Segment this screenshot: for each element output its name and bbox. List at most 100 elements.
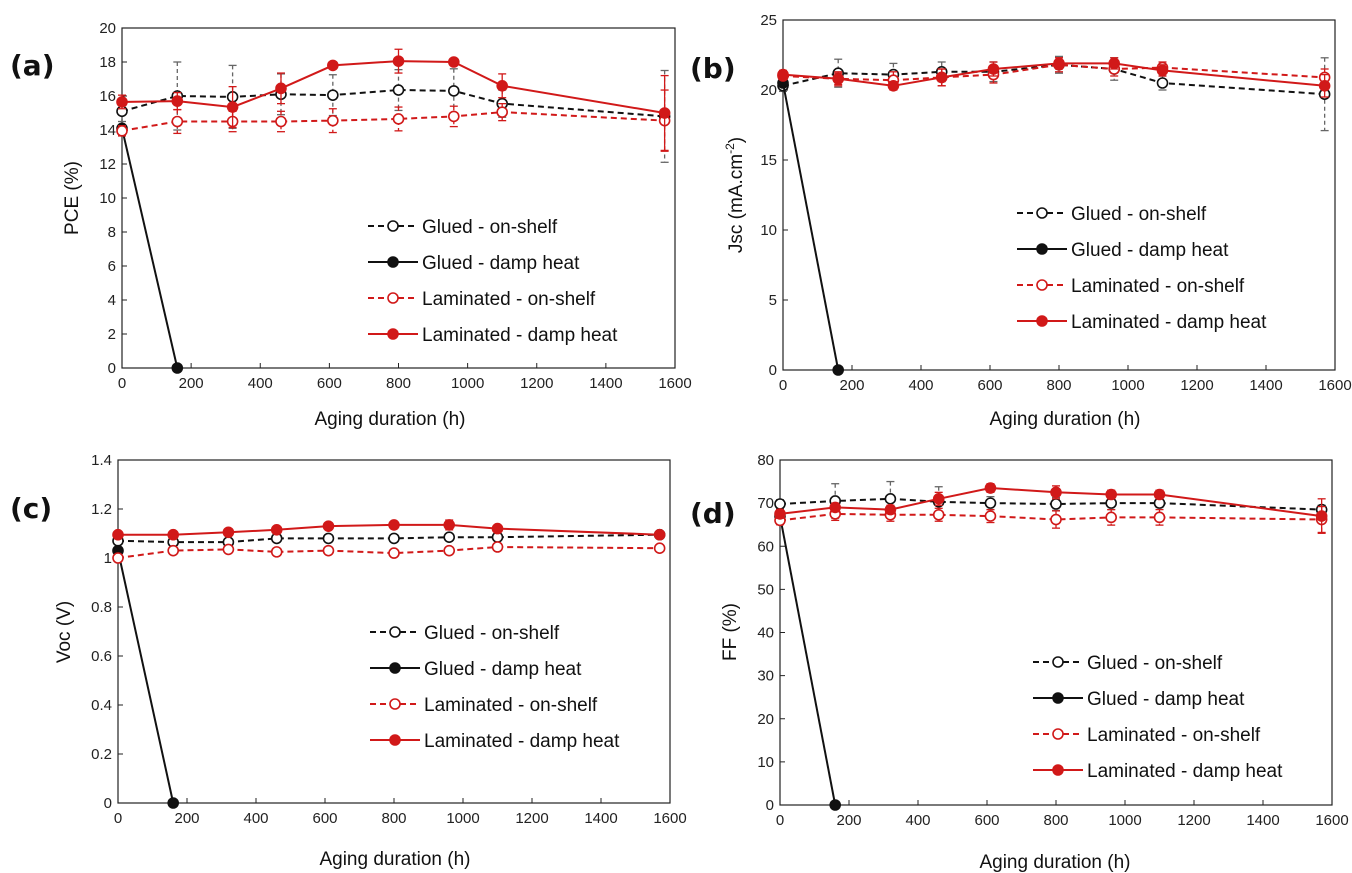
data-point xyxy=(222,526,235,539)
y-tick-label: 0.8 xyxy=(91,599,112,616)
data-point xyxy=(275,82,287,95)
panel-label: (a) xyxy=(10,49,55,82)
legend-marker xyxy=(1036,243,1048,255)
legend-marker xyxy=(1052,728,1064,740)
y-tick-label: 10 xyxy=(757,754,774,771)
series-line xyxy=(121,128,179,369)
x-axis-title: Aging duration (h) xyxy=(989,409,1140,430)
y-tick-label: 1.4 xyxy=(91,452,112,469)
data-point xyxy=(1105,488,1117,501)
x-tick-label: 1200 xyxy=(1180,377,1213,394)
data-point xyxy=(932,493,945,505)
y-axis-title-main: PCE (%) xyxy=(62,161,83,235)
series-3 xyxy=(777,57,1331,98)
y-tick-label: 0.6 xyxy=(91,648,112,665)
series-1 xyxy=(112,544,179,809)
data-point xyxy=(829,501,842,514)
data-point xyxy=(774,498,786,510)
legend-label: Glued - damp heat xyxy=(424,659,582,680)
data-point xyxy=(171,362,184,374)
y-tick-label: 70 xyxy=(757,495,774,512)
data-point xyxy=(167,544,179,557)
y-tick-label: 16 xyxy=(99,88,116,105)
x-tick-label: 1200 xyxy=(520,375,553,392)
x-tick-label: 1000 xyxy=(446,810,479,827)
x-tick-label: 1400 xyxy=(1246,812,1279,829)
data-point xyxy=(777,68,789,81)
data-point xyxy=(443,519,456,531)
x-tick-label: 400 xyxy=(243,810,268,827)
data-point xyxy=(491,541,504,553)
data-point xyxy=(984,497,997,509)
y-axis-title: Voc (V) xyxy=(54,601,75,663)
data-point xyxy=(829,799,842,811)
legend-label: Laminated - damp heat xyxy=(1087,761,1283,782)
y-tick-label: 0.2 xyxy=(91,746,112,763)
y-tick-label: 12 xyxy=(99,156,116,173)
legend-marker xyxy=(387,328,399,340)
y-tick-label: 10 xyxy=(760,222,777,239)
data-point xyxy=(322,520,335,532)
legend-label: Laminated - on-shelf xyxy=(1071,276,1245,297)
legend-label: Laminated - damp heat xyxy=(422,325,618,346)
x-tick-label: 200 xyxy=(836,812,861,829)
y-tick-label: 14 xyxy=(99,122,116,139)
y-tick-label: 50 xyxy=(757,581,774,598)
data-point xyxy=(832,364,845,376)
data-point xyxy=(1153,511,1166,524)
legend-label: Laminated - on-shelf xyxy=(1087,725,1261,746)
chart-panel-c: 0 0.2 0.4 0.6 0.8 1 1.2 1.4 0 200 400 600 800 1000 120… xyxy=(10,452,687,870)
y-tick-label: 80 xyxy=(757,452,774,469)
data-point xyxy=(1315,510,1328,522)
legend-label: Glued - on-shelf xyxy=(1071,204,1207,225)
data-point xyxy=(443,531,456,543)
y-axis-title-tail: ) xyxy=(726,137,747,143)
legend-marker xyxy=(387,292,399,304)
legend-label: Glued - on-shelf xyxy=(1087,653,1223,674)
y-tick-label: 15 xyxy=(760,152,777,169)
legend-marker xyxy=(387,220,399,232)
series-line xyxy=(121,60,665,114)
legend: Glued - on-shelf Glued - damp heat Laminat… xyxy=(368,217,618,346)
y-tick-label: 20 xyxy=(760,82,777,99)
data-point xyxy=(491,522,504,535)
x-tick-label: 0 xyxy=(114,810,122,827)
panel-label: (d) xyxy=(690,497,736,530)
legend-label: Glued - on-shelf xyxy=(424,623,560,644)
data-point xyxy=(1050,513,1062,526)
data-point xyxy=(1318,80,1331,92)
x-tick-label: 0 xyxy=(118,375,126,392)
data-point xyxy=(653,542,666,555)
legend-label: Glued - on-shelf xyxy=(422,217,558,238)
y-tick-label: 30 xyxy=(757,668,774,685)
series-line xyxy=(782,82,840,371)
x-tick-label: 200 xyxy=(179,375,204,392)
y-axis-title-main: Voc (V) xyxy=(54,601,75,663)
data-point xyxy=(1053,57,1065,70)
x-tick-label: 1200 xyxy=(1177,812,1210,829)
y-axis-title: FF (%) xyxy=(720,603,741,661)
data-point xyxy=(388,519,400,531)
y-axis-title: PCE (%) xyxy=(62,161,83,235)
legend-marker xyxy=(1036,279,1048,291)
x-tick-label: 800 xyxy=(381,810,406,827)
legend-marker xyxy=(1036,207,1048,219)
y-tick-label: 4 xyxy=(108,292,116,309)
data-point xyxy=(1108,57,1120,70)
data-point xyxy=(658,107,671,119)
y-axis-title: Jsc (mA.cm-2) xyxy=(723,137,747,253)
data-point xyxy=(884,493,897,505)
x-tick-label: 1600 xyxy=(1318,377,1351,394)
data-point xyxy=(884,503,897,516)
x-tick-label: 1200 xyxy=(515,810,548,827)
data-point xyxy=(392,84,405,96)
data-point xyxy=(1153,488,1166,501)
x-tick-label: 600 xyxy=(974,812,999,829)
y-tick-label: 0 xyxy=(104,795,112,812)
data-point xyxy=(1105,511,1117,524)
series-1 xyxy=(777,77,845,376)
chart-panel-b: 0 5 10 15 20 25 0 200 400 600 800 1000 1200 1400 1600 (… xyxy=(690,12,1352,430)
legend: Glued - on-shelf Glued - damp heat Laminat… xyxy=(1033,653,1283,782)
